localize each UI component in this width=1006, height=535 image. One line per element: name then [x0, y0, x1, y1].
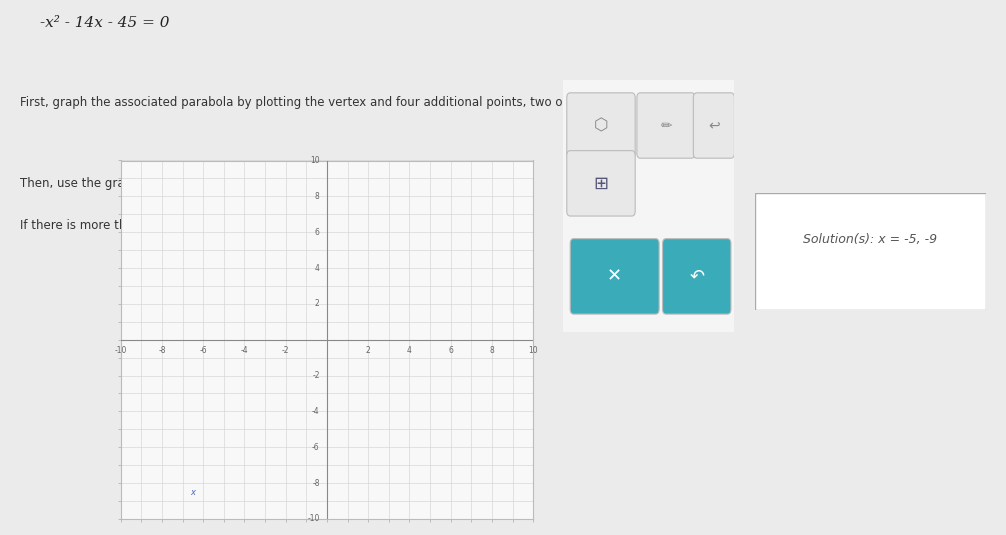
- Text: -4: -4: [240, 346, 248, 355]
- Text: ✏: ✏: [660, 119, 672, 133]
- Text: ↩: ↩: [708, 119, 719, 133]
- FancyBboxPatch shape: [570, 239, 659, 314]
- FancyBboxPatch shape: [560, 75, 737, 337]
- Text: -10: -10: [115, 346, 127, 355]
- FancyBboxPatch shape: [566, 93, 635, 158]
- Text: If there is more than one solution, separate them with commas.: If there is more than one solution, sepa…: [20, 219, 398, 232]
- Text: -10: -10: [308, 515, 320, 523]
- Text: -8: -8: [312, 479, 320, 487]
- Text: 6: 6: [315, 228, 320, 236]
- Text: ⬡: ⬡: [594, 117, 609, 134]
- Text: 8: 8: [315, 192, 320, 201]
- FancyBboxPatch shape: [637, 93, 695, 158]
- Text: -6: -6: [312, 443, 320, 452]
- Text: -6: -6: [199, 346, 207, 355]
- Text: ✕: ✕: [607, 268, 623, 285]
- FancyBboxPatch shape: [693, 93, 734, 158]
- Text: ↶: ↶: [689, 268, 704, 285]
- Text: 4: 4: [315, 264, 320, 272]
- Text: -2: -2: [312, 371, 320, 380]
- Text: ⊞: ⊞: [594, 174, 609, 193]
- Text: -x² - 14x - 45 = 0: -x² - 14x - 45 = 0: [40, 16, 170, 30]
- Text: 8: 8: [490, 346, 494, 355]
- FancyBboxPatch shape: [566, 151, 635, 216]
- Text: -2: -2: [282, 346, 290, 355]
- Text: Solution(s): x = -5, -9: Solution(s): x = -5, -9: [803, 233, 938, 246]
- Text: First, graph the associated parabola by plotting the vertex and four additional : First, graph the associated parabola by …: [20, 96, 714, 109]
- Text: 2: 2: [315, 300, 320, 308]
- Text: Then, use the graph to give the solution(s) to the equation.: Then, use the graph to give the solution…: [20, 177, 372, 189]
- Text: 10: 10: [310, 156, 320, 165]
- FancyBboxPatch shape: [663, 239, 731, 314]
- Text: x: x: [190, 487, 195, 496]
- Text: 4: 4: [407, 346, 411, 355]
- Text: 2: 2: [366, 346, 370, 355]
- Text: -8: -8: [158, 346, 166, 355]
- Text: 6: 6: [449, 346, 453, 355]
- Text: -4: -4: [312, 407, 320, 416]
- Text: 10: 10: [528, 346, 538, 355]
